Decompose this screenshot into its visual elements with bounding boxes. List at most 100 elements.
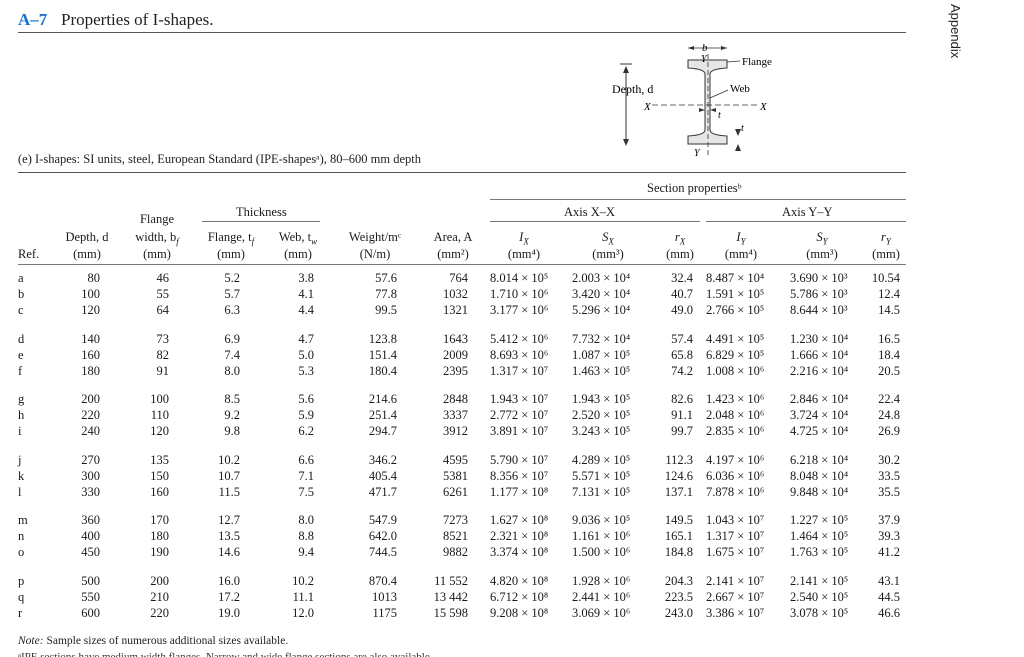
- table-cell: 1.464 × 10⁵: [790, 529, 849, 544]
- table-cell: 1.675 × 10⁷: [706, 545, 765, 560]
- thickness-header: Thickness: [236, 205, 287, 219]
- table-cell: 16.5: [878, 331, 900, 346]
- col-tf-unit: (mm): [217, 247, 245, 261]
- table-cell: 49.0: [671, 303, 693, 318]
- table-cell: 2.766 × 10⁵: [706, 303, 765, 318]
- table-cell: 1.227 × 10⁵: [790, 513, 849, 527]
- table-cell: 190: [150, 545, 169, 560]
- table-cell: 204.3: [664, 573, 693, 588]
- table-cell: 140: [81, 331, 100, 346]
- table-cell: 5.786 × 10³: [790, 287, 848, 302]
- table-cell: 5.412 × 10⁶: [490, 331, 549, 346]
- col-tf: Flange, tf: [207, 230, 255, 247]
- axis-y-rule: [706, 221, 906, 222]
- table-cell: 20.5: [878, 363, 900, 378]
- table-cell: 200: [81, 392, 100, 406]
- table-cell: 135: [150, 452, 169, 467]
- table-cell: 6.829 × 10⁵: [706, 347, 765, 362]
- table-cell: 9.8: [224, 424, 240, 439]
- table-cell: 151.4: [368, 347, 397, 362]
- table-cell: 405.4: [368, 468, 397, 483]
- table-cell: 300: [81, 468, 100, 483]
- table-cell: 270: [81, 452, 100, 467]
- table-cell: 5.0: [298, 347, 314, 362]
- table-cell: 8.048 × 10⁴: [790, 468, 849, 483]
- table-cell: 7.5: [298, 484, 314, 499]
- table-cell: 43.1: [878, 573, 900, 588]
- table-cell: 74.2: [671, 363, 693, 378]
- table-cell: 744.5: [368, 545, 397, 560]
- table-cell: 8.693 × 10⁶: [490, 347, 549, 362]
- table-cell: 32.4: [671, 271, 693, 285]
- table-cell: 12.4: [878, 287, 900, 302]
- row-ref: g: [18, 392, 25, 406]
- table-cell: 8.644 × 10³: [790, 303, 848, 318]
- table-cell: 8.5: [224, 392, 240, 406]
- tw-label: t: [718, 110, 721, 121]
- table-cell: 5.571 × 10⁵: [572, 468, 631, 483]
- col-tw: Web, tw: [278, 230, 318, 247]
- table-cell: 1032: [443, 287, 468, 302]
- table-cell: 5.9: [298, 408, 314, 423]
- table-cell: 123.8: [368, 331, 397, 346]
- table-cell: 1.008 × 10⁶: [706, 363, 765, 378]
- table-cell: 2.441 × 10⁶: [572, 589, 631, 604]
- row-ref: c: [18, 303, 24, 318]
- table-cell: 7.732 × 10⁴: [572, 331, 631, 346]
- table-cell: 251.4: [368, 408, 397, 423]
- table-cell: 3.724 × 10⁴: [790, 408, 849, 423]
- table-cell: 100: [81, 287, 100, 302]
- table-cell: 110: [150, 408, 169, 423]
- table-cell: 33.5: [878, 468, 900, 483]
- table-cell: 3.078 × 10⁵: [790, 605, 849, 620]
- web-label: Web: [730, 83, 750, 95]
- table-cell: 3.374 × 10⁸: [490, 545, 549, 560]
- table-cell: 7.1: [298, 468, 314, 483]
- table-cell: 2009: [443, 347, 468, 362]
- table-cell: 120: [81, 303, 100, 318]
- table-cell: 4.820 × 10⁸: [490, 573, 549, 588]
- col-flange-width-unit: (mm): [143, 247, 171, 261]
- table-cell: 91.1: [671, 408, 693, 423]
- col-area-unit: (mm²): [437, 247, 469, 261]
- table-cell: 6.9: [224, 331, 240, 346]
- table-cell: 17.2: [218, 589, 240, 604]
- row-ref: n: [18, 529, 25, 544]
- table-cell: 7.131 × 10⁵: [572, 484, 631, 499]
- table-cell: 3.177 × 10⁶: [490, 303, 549, 318]
- col-rx-unit: (mm): [666, 247, 694, 261]
- bf-label: b: [702, 42, 708, 54]
- table-cell: 2.772 × 10⁷: [490, 408, 549, 423]
- table-cell: 550: [81, 589, 100, 604]
- y-top-label: Y: [701, 54, 708, 65]
- row-ref: q: [18, 589, 25, 604]
- row-ref: j: [18, 452, 22, 467]
- table-cell: 124.6: [664, 468, 693, 483]
- table-cell: 450: [81, 545, 100, 560]
- table-cell: 2.520 × 10⁵: [572, 408, 631, 423]
- col-depth: Depth, d: [65, 230, 109, 244]
- col-weight-unit: (N/m): [359, 247, 391, 261]
- table-cell: 1.161 × 10⁶: [572, 529, 631, 544]
- table-cell: 35.5: [878, 484, 900, 499]
- row-ref: m: [18, 513, 28, 527]
- table-cell: 7.878 × 10⁶: [706, 484, 765, 499]
- table-cell: 9.208 × 10⁸: [490, 605, 549, 620]
- table-cell: 1.317 × 10⁷: [490, 363, 549, 378]
- table-cell: 64: [156, 303, 170, 318]
- table-cell: 547.9: [368, 513, 397, 527]
- table-cell: 1.500 × 10⁶: [572, 545, 631, 560]
- table-cell: 471.7: [368, 484, 397, 499]
- table-cell: 57.6: [375, 271, 397, 285]
- table-cell: 2848: [443, 392, 468, 406]
- table-cell: 112.3: [665, 452, 693, 467]
- table-cell: 7.4: [224, 347, 240, 362]
- table-cell: 220: [81, 408, 100, 423]
- y-bottom-label: Y: [694, 148, 701, 158]
- table-cell: 1.230 × 10⁴: [790, 331, 849, 346]
- table-cell: 1.463 × 10⁵: [572, 363, 631, 378]
- row-ref: e: [18, 347, 24, 362]
- table-cell: 180.4: [368, 363, 397, 378]
- table-cell: 160: [81, 347, 100, 362]
- col-ry: rY: [881, 230, 891, 247]
